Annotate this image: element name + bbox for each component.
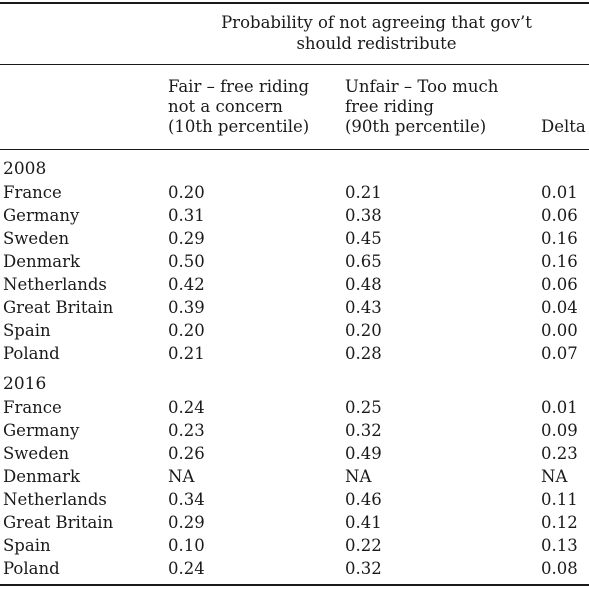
fair-value-cell: 0.20	[168, 183, 205, 202]
fair-value-cell: 0.34	[168, 490, 205, 509]
delta-value-cell: 0.07	[541, 344, 578, 363]
unfair-value-cell: 0.28	[345, 344, 382, 363]
delta-value-cell: 0.00	[541, 321, 578, 340]
fair-value-cell: NA	[168, 467, 195, 486]
delta-value-cell: 0.01	[541, 183, 578, 202]
fair-value-cell: 0.50	[168, 252, 205, 271]
fair-value-cell: 0.31	[168, 206, 205, 225]
country-cell: Germany	[3, 421, 80, 440]
unfair-value-cell: 0.48	[345, 275, 382, 294]
table-bottom-rule	[0, 584, 589, 586]
column-header-fair-line-3: (10th percentile)	[168, 117, 310, 136]
column-header-unfair: Unfair – Too much free riding (90th percen…	[345, 77, 525, 137]
country-cell: Denmark	[3, 467, 80, 486]
table-row: Great Britain 0.39 0.43 0.04	[0, 296, 589, 319]
table-row: Netherlands 0.34 0.46 0.11	[0, 488, 589, 511]
table-row: Sweden 0.26 0.49 0.23	[0, 442, 589, 465]
fair-value-cell: 0.26	[168, 444, 205, 463]
table-row: Sweden 0.29 0.45 0.16	[0, 227, 589, 250]
delta-value-cell: 0.16	[541, 229, 578, 248]
column-header-rule	[0, 149, 589, 150]
fair-value-cell: 0.39	[168, 298, 205, 317]
unfair-value-cell: 0.32	[345, 421, 382, 440]
country-cell: Sweden	[3, 229, 70, 248]
column-header-fair-line-1: Fair – free riding	[168, 77, 310, 96]
country-cell: Poland	[3, 344, 60, 363]
column-header-fair: Fair – free riding not a concern (10th per…	[168, 77, 338, 137]
year-heading-2016: 2016	[3, 374, 47, 394]
year-heading-2008: 2008	[3, 159, 47, 179]
table-row: Poland 0.21 0.28 0.07	[0, 342, 589, 365]
fair-value-cell: 0.24	[168, 559, 205, 578]
unfair-value-cell: 0.45	[345, 229, 382, 248]
table-row: Spain 0.20 0.20 0.00	[0, 319, 589, 342]
country-cell: France	[3, 183, 62, 202]
country-cell: Sweden	[3, 444, 70, 463]
table-row: Germany 0.23 0.32 0.09	[0, 419, 589, 442]
delta-value-cell: 0.06	[541, 206, 578, 225]
fair-value-cell: 0.24	[168, 398, 205, 417]
country-cell: Spain	[3, 321, 51, 340]
table-top-rule	[0, 2, 589, 4]
country-cell: Great Britain	[3, 298, 114, 317]
country-cell: Spain	[3, 536, 51, 555]
country-cell: Denmark	[3, 252, 80, 271]
fair-value-cell: 0.42	[168, 275, 205, 294]
delta-value-cell: 0.09	[541, 421, 578, 440]
unfair-value-cell: 0.32	[345, 559, 382, 578]
country-cell: France	[3, 398, 62, 417]
spanning-header-line-2: should redistribute	[296, 34, 457, 53]
unfair-value-cell: 0.25	[345, 398, 382, 417]
unfair-value-cell: 0.20	[345, 321, 382, 340]
delta-value-cell: 0.01	[541, 398, 578, 417]
table-row: Denmark NA NA NA	[0, 465, 589, 488]
country-cell: Great Britain	[3, 513, 114, 532]
country-cell: Germany	[3, 206, 80, 225]
unfair-value-cell: 0.43	[345, 298, 382, 317]
unfair-value-cell: 0.46	[345, 490, 382, 509]
fair-value-cell: 0.20	[168, 321, 205, 340]
table-row: Poland 0.24 0.32 0.08	[0, 557, 589, 580]
table-row: Spain 0.10 0.22 0.13	[0, 534, 589, 557]
fair-value-cell: 0.29	[168, 229, 205, 248]
column-header-unfair-line-2: free riding	[345, 97, 434, 116]
fair-value-cell: 0.23	[168, 421, 205, 440]
unfair-value-cell: 0.38	[345, 206, 382, 225]
delta-value-cell: NA	[541, 467, 568, 486]
unfair-value-cell: 0.65	[345, 252, 382, 271]
delta-value-cell: 0.04	[541, 298, 578, 317]
table-row: Great Britain 0.29 0.41 0.12	[0, 511, 589, 534]
column-header-unfair-line-3: (90th percentile)	[345, 117, 487, 136]
column-header-fair-line-2: not a concern	[168, 97, 283, 116]
table-row: Netherlands 0.42 0.48 0.06	[0, 273, 589, 296]
unfair-value-cell: 0.22	[345, 536, 382, 555]
table-row: France 0.20 0.21 0.01	[0, 181, 589, 204]
delta-value-cell: 0.16	[541, 252, 578, 271]
country-cell: Poland	[3, 559, 60, 578]
spanning-header-line-1: Probability of not agreeing that gov’t	[221, 13, 532, 32]
table-row: Germany 0.31 0.38 0.06	[0, 204, 589, 227]
table-row: Denmark 0.50 0.65 0.16	[0, 250, 589, 273]
delta-value-cell: 0.06	[541, 275, 578, 294]
unfair-value-cell: 0.41	[345, 513, 382, 532]
spanning-header: Probability of not agreeing that gov’t sh…	[164, 12, 589, 54]
header-divider-rule	[0, 64, 589, 65]
delta-value-cell: 0.13	[541, 536, 578, 555]
delta-value-cell: 0.08	[541, 559, 578, 578]
delta-value-cell: 0.11	[541, 490, 578, 509]
fair-value-cell: 0.21	[168, 344, 205, 363]
column-header-delta: Delta	[541, 117, 586, 136]
unfair-value-cell: 0.21	[345, 183, 382, 202]
country-cell: Netherlands	[3, 275, 107, 294]
delta-value-cell: 0.12	[541, 513, 578, 532]
delta-value-cell: 0.23	[541, 444, 578, 463]
table-row: France 0.24 0.25 0.01	[0, 396, 589, 419]
country-cell: Netherlands	[3, 490, 107, 509]
fair-value-cell: 0.10	[168, 536, 205, 555]
fair-value-cell: 0.29	[168, 513, 205, 532]
unfair-value-cell: 0.49	[345, 444, 382, 463]
unfair-value-cell: NA	[345, 467, 372, 486]
column-header-unfair-line-1: Unfair – Too much	[345, 77, 499, 96]
